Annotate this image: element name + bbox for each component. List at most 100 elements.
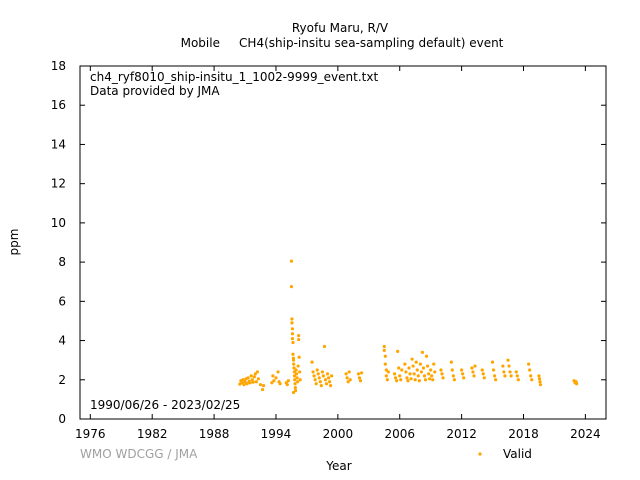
data-point (419, 370, 423, 374)
data-point (297, 334, 301, 338)
data-point (290, 327, 295, 331)
data-point (296, 380, 300, 384)
data-point (329, 384, 333, 388)
data-point (530, 378, 534, 382)
data-point (326, 376, 331, 380)
plot-frame (79, 65, 607, 420)
data-point (382, 348, 386, 352)
data-point (516, 378, 520, 382)
data-point (405, 376, 409, 380)
data-point (425, 364, 430, 368)
data-point (481, 372, 485, 376)
chart-title: Ryofu Maru, R/V (292, 21, 389, 35)
data-point (252, 375, 256, 379)
data-point (319, 384, 323, 388)
data-point (291, 340, 295, 345)
data-point (330, 374, 334, 378)
data-point (472, 374, 476, 378)
data-point (290, 317, 294, 321)
data-point (256, 377, 261, 381)
data-point (392, 372, 397, 376)
data-point (297, 337, 301, 342)
data-point (290, 332, 295, 336)
data-point (322, 344, 327, 349)
y-tick-label: 6 (58, 294, 66, 308)
data-point (318, 380, 322, 384)
data-point (506, 358, 510, 362)
legend: Valid (478, 447, 532, 461)
data-point (527, 362, 531, 366)
x-axis-label: Year (325, 459, 351, 473)
data-point (346, 380, 350, 384)
data-point (449, 360, 453, 364)
data-point (272, 379, 276, 383)
data-point (348, 378, 352, 382)
data-point (412, 372, 416, 376)
data-point (432, 362, 436, 366)
data-point (358, 379, 363, 383)
data-point (249, 374, 253, 378)
data-point (418, 362, 422, 366)
data-point (298, 370, 302, 374)
y-tick-label: 14 (51, 137, 66, 151)
y-tick-label: 12 (51, 177, 66, 191)
data-point (441, 376, 445, 380)
data-point (316, 372, 320, 376)
data-point (296, 364, 300, 368)
data-point (450, 368, 454, 372)
data-point (451, 374, 455, 378)
y-tick-label: 0 (58, 412, 66, 426)
data-point (314, 382, 318, 386)
data-point (321, 374, 326, 378)
data-point (274, 376, 278, 380)
data-point (290, 336, 295, 341)
data-point (408, 372, 412, 376)
data-point (324, 382, 329, 386)
data-point (431, 378, 435, 382)
data-point (325, 372, 330, 376)
x-axis: 1976 1982 1988 1994 2000 2006 2012 2018 2024 (75, 66, 601, 441)
file-note: ch4_ryf8010_ship-insitu_1_1002-9999_even… (90, 70, 378, 84)
data-point (422, 374, 427, 378)
data-point (285, 383, 289, 387)
data-point (241, 378, 245, 382)
data-point (315, 368, 319, 372)
data-point (480, 368, 484, 372)
data-point (424, 354, 429, 358)
data-point (411, 364, 415, 368)
data-point (292, 366, 296, 370)
data-point (278, 382, 282, 386)
data-point (471, 370, 475, 374)
data-point (293, 386, 297, 390)
data-point (429, 368, 433, 372)
data-point (293, 382, 297, 386)
data-point (323, 378, 328, 382)
data-point (460, 368, 464, 372)
data-point (462, 376, 466, 380)
data-point (528, 368, 532, 372)
data-point (538, 380, 542, 384)
data-point (248, 381, 252, 385)
y-tick-label: 18 (51, 59, 66, 73)
data-point (428, 377, 432, 381)
data-point (313, 378, 317, 382)
data-point (384, 368, 388, 372)
x-tick-label: 2024 (570, 427, 601, 441)
data-point (502, 370, 506, 374)
data-point (509, 374, 513, 378)
data-point (312, 374, 316, 378)
data-point (395, 379, 399, 383)
data-point (251, 380, 255, 384)
data-point (297, 355, 301, 359)
y-axis-label: ppm (7, 229, 21, 256)
data-point (261, 384, 266, 388)
data-point (286, 379, 290, 383)
data-point (508, 370, 512, 374)
data-point (493, 374, 497, 378)
data-point (327, 380, 332, 384)
data-point (537, 374, 541, 378)
data-point (240, 381, 244, 385)
data-point (482, 376, 486, 380)
data-point (245, 382, 249, 386)
